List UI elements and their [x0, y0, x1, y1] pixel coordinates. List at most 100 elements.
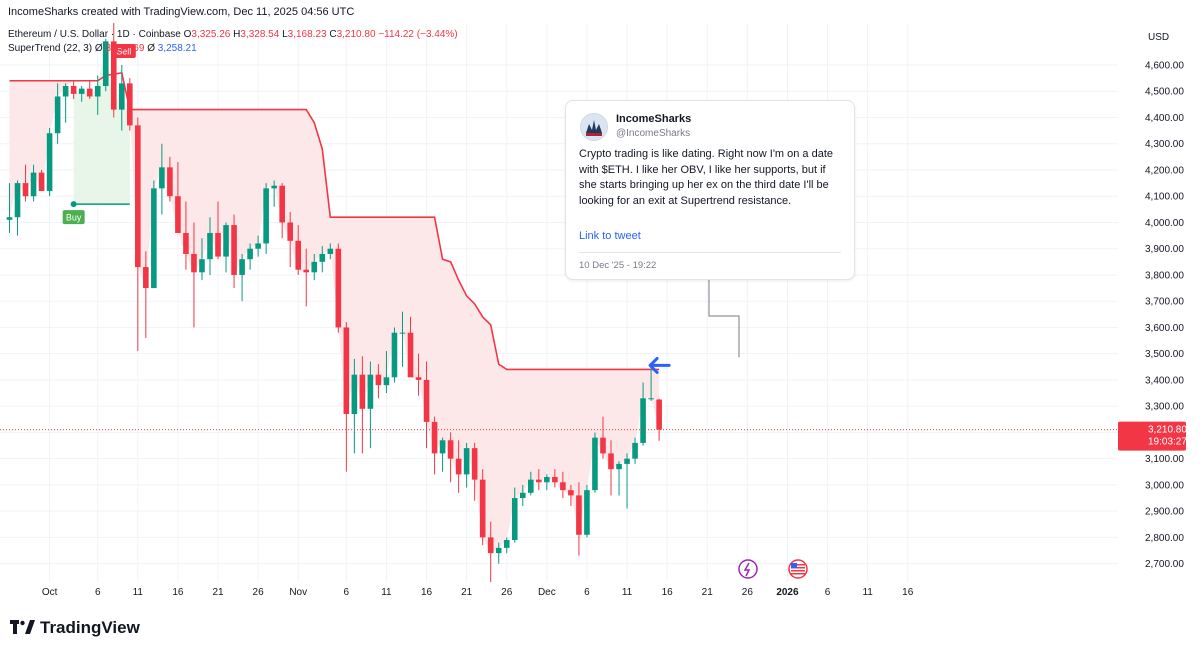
- candle: [375, 364, 382, 399]
- sell-label: Sell: [116, 47, 131, 57]
- candle: [191, 222, 197, 328]
- x-tick-label: 16: [172, 587, 184, 598]
- symbol-name[interactable]: Ethereum / U.S. Dollar · 1D · Coinbase: [8, 29, 181, 40]
- candle: [479, 469, 486, 546]
- x-tick-label: 16: [902, 587, 914, 598]
- x-tick-label: Dec: [538, 587, 556, 598]
- candle-body: [600, 437, 606, 454]
- candle: [175, 162, 181, 233]
- candle: [471, 442, 478, 501]
- candle-body: [335, 248, 342, 328]
- x-tick-label: Oct: [42, 587, 58, 598]
- candle: [159, 143, 165, 215]
- candle: [455, 440, 462, 493]
- candle: [143, 251, 149, 338]
- x-tick-label: 26: [253, 587, 265, 598]
- candle: [351, 358, 358, 454]
- candle-body: [263, 188, 269, 244]
- low-label: L: [282, 29, 288, 40]
- tradingview-logo[interactable]: TradingView: [10, 618, 140, 639]
- candle: [335, 243, 342, 333]
- candle-body: [86, 88, 93, 97]
- candle-body: [423, 379, 430, 422]
- candle-body: [135, 125, 141, 268]
- candle-body: [576, 495, 582, 535]
- candle: [391, 327, 398, 383]
- open-label: O: [183, 29, 192, 40]
- x-tick-label: 26: [501, 587, 513, 598]
- candle-body: [656, 399, 662, 430]
- candle-body: [231, 225, 237, 275]
- candle-body: [199, 259, 205, 273]
- candle: [519, 484, 526, 506]
- supertrend-line: [9, 71, 660, 371]
- symbol-line: Ethereum / U.S. Dollar · 1D · Coinbase O…: [8, 28, 458, 42]
- tweet-author-name: IncomeSharks: [616, 113, 692, 125]
- candle-body: [271, 185, 277, 189]
- candle: [271, 180, 277, 207]
- candle: [576, 482, 582, 556]
- candle: [135, 117, 141, 352]
- candle: [568, 484, 574, 506]
- indicator-sep-2: Ø: [147, 43, 155, 54]
- candle-body: [544, 477, 550, 483]
- y-tick-label: 4,000.00: [1145, 218, 1184, 229]
- candle-body: [239, 259, 245, 275]
- y-tick-label: 4,300.00: [1145, 139, 1184, 150]
- candle: [528, 471, 534, 496]
- y-tick-label: 3,000.00: [1145, 480, 1184, 491]
- candle-body: [471, 448, 478, 480]
- high-value: 3,328.54: [240, 29, 280, 40]
- candle-body: [463, 448, 470, 475]
- candle-body: [255, 243, 261, 249]
- candle: [487, 521, 494, 582]
- candle-body: [175, 196, 181, 233]
- candle: [495, 542, 502, 564]
- y-tick-label: 3,500.00: [1145, 349, 1184, 360]
- candle: [503, 537, 510, 554]
- link-to-tweet[interactable]: Link to tweet: [579, 230, 641, 242]
- candle: [263, 183, 269, 254]
- candle: [239, 253, 245, 302]
- candle-body: [287, 222, 293, 241]
- candle-body: [54, 96, 61, 134]
- candle: [552, 469, 558, 488]
- candle: [584, 484, 590, 538]
- x-tick-label: 2026: [776, 587, 799, 598]
- candle-body: [616, 463, 622, 470]
- candle: [592, 432, 598, 493]
- buy-marker-dot: [70, 201, 77, 208]
- indicator-value-2: 3,258.21: [157, 43, 197, 54]
- x-tick-label: 6: [95, 587, 101, 598]
- x-tick-label: 16: [662, 587, 674, 598]
- indicator-name[interactable]: SuperTrend (22, 3): [8, 43, 93, 54]
- supertrend-resistance-line: [9, 71, 660, 371]
- candle-body: [519, 492, 526, 499]
- candle: [151, 180, 157, 289]
- candle-body: [118, 83, 125, 110]
- candle: [624, 453, 630, 509]
- candle-body: [608, 453, 614, 470]
- candle: [255, 235, 261, 257]
- candle: [215, 201, 221, 260]
- candle: [327, 243, 334, 260]
- price-chart[interactable]: Buy Sell USD 2,700.00 2,800.00 2,900.00 3,000…: [0, 22, 1200, 604]
- candle: [367, 361, 374, 449]
- candle: [544, 474, 550, 491]
- candle-body: [38, 172, 45, 191]
- y-tick-label: 3,900.00: [1145, 244, 1184, 255]
- candle-body: [279, 185, 285, 223]
- candle: [30, 164, 37, 202]
- candle-body: [110, 41, 117, 110]
- candle-body: [14, 183, 21, 218]
- candle-body: [207, 232, 213, 260]
- tweet-connector: [708, 278, 740, 358]
- candle-body: [640, 398, 646, 443]
- candle-body: [159, 167, 165, 189]
- tweet-card[interactable]: IncomeSharks @IncomeSharks Crypto tradin…: [565, 100, 855, 280]
- candle-body: [407, 332, 414, 378]
- candle: [640, 382, 646, 446]
- close-label: C: [329, 29, 337, 40]
- candle: [110, 23, 117, 118]
- candle-body: [359, 374, 366, 409]
